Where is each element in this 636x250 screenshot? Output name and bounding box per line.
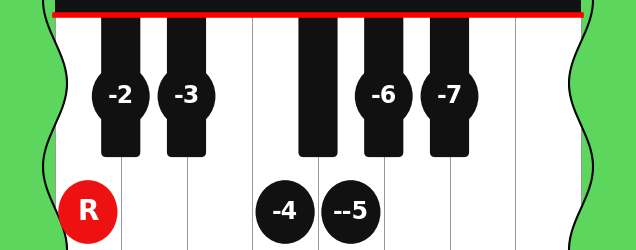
Bar (55, 0, 581, 14)
Text: -7: -7 (436, 84, 462, 108)
Bar (450, 14, 515, 250)
Text: -2: -2 (107, 84, 134, 108)
FancyBboxPatch shape (101, 12, 141, 157)
Ellipse shape (59, 180, 118, 244)
Ellipse shape (420, 65, 478, 127)
Bar (384, 14, 450, 250)
Text: -3: -3 (174, 84, 200, 108)
Text: -4: -4 (272, 200, 298, 224)
Text: -6: -6 (371, 84, 397, 108)
Bar (318, 14, 384, 250)
Ellipse shape (321, 180, 380, 244)
Ellipse shape (256, 180, 315, 244)
Bar (186, 14, 252, 250)
Text: R: R (77, 198, 99, 226)
Ellipse shape (92, 65, 149, 127)
Bar (121, 14, 186, 250)
Bar (252, 14, 318, 250)
Text: --5: --5 (333, 200, 369, 224)
FancyBboxPatch shape (298, 12, 338, 157)
FancyBboxPatch shape (167, 12, 206, 157)
Bar (55, 14, 121, 250)
FancyBboxPatch shape (430, 12, 469, 157)
Ellipse shape (355, 65, 413, 127)
Bar (515, 14, 581, 250)
Ellipse shape (158, 65, 216, 127)
FancyBboxPatch shape (364, 12, 403, 157)
